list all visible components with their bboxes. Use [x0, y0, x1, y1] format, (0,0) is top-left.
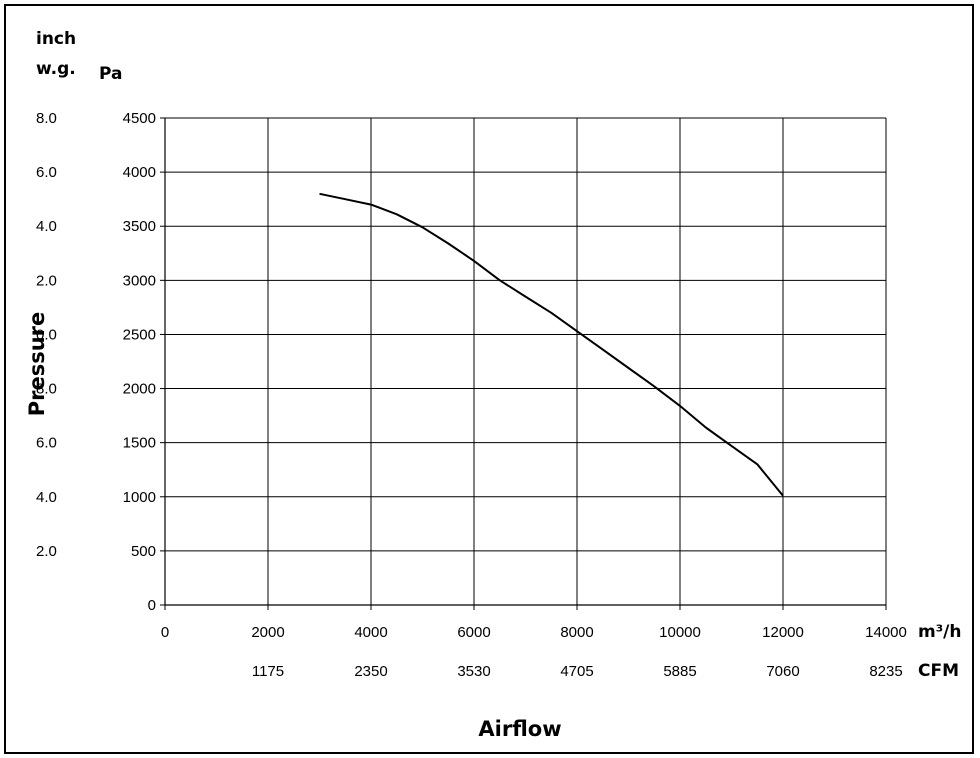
x-tick-label: 4000 — [354, 624, 387, 641]
y-tick-label: 1500 — [123, 435, 156, 452]
fan-curve-line — [319, 192, 784, 497]
secondary-y-tick-label: 0.0 — [36, 326, 57, 343]
cfm-tick-label: 1175 — [252, 663, 284, 680]
cfm-tick-label: 2350 — [354, 663, 387, 680]
cfm-tick-label: 4705 — [560, 663, 593, 680]
cfm-tick-label: 8235 — [869, 663, 902, 680]
x-tick-label: 6000 — [457, 624, 490, 641]
cfm-tick-label: 3530 — [457, 663, 490, 680]
y-tick-label: 0 — [148, 597, 156, 614]
secondary-y-tick-label: 4.0 — [36, 218, 57, 235]
secondary-y-unit-line1: inch — [36, 29, 76, 49]
x-unit-secondary: CFM — [918, 661, 959, 681]
secondary-y-tick-label: 2.0 — [36, 543, 57, 560]
secondary-y-tick-label: 8.0 — [36, 110, 57, 127]
secondary-y-tick-label: 6.0 — [36, 435, 57, 452]
y-tick-label: 2500 — [123, 326, 156, 343]
x-axis-title: Airflow — [478, 717, 561, 741]
pressure-airflow-chart: 0 500 1000 1500 2000 2500 3000 3500 4000 4500 2.0 4… — [25, 29, 961, 741]
secondary-y-tick-label: 8.0 — [36, 381, 57, 398]
secondary-y-tick-label: 6.0 — [36, 164, 57, 181]
y-tick-label: 2000 — [123, 381, 156, 398]
x-tick-label: 0 — [161, 624, 169, 641]
x-tick-label: 10000 — [659, 624, 701, 641]
x-unit-primary: m³/h — [918, 622, 961, 642]
secondary-y-unit-line2: w.g. — [36, 59, 76, 79]
x-tick-label: 2000 — [251, 624, 284, 641]
primary-y-unit: Pa — [99, 64, 122, 84]
x-tick-label: 12000 — [762, 624, 804, 641]
y-tick-label: 4500 — [123, 110, 156, 127]
y-tick-label: 3000 — [123, 272, 156, 289]
y-axis-title: Pressure — [25, 312, 49, 417]
chart-frame: 0 500 1000 1500 2000 2500 3000 3500 4000 4500 2.0 4… — [4, 4, 974, 754]
x-tick-label: 14000 — [865, 624, 907, 641]
cfm-tick-label: 5885 — [663, 663, 696, 680]
y-tick-label: 3500 — [123, 218, 156, 235]
y-tick-label: 4000 — [123, 164, 156, 181]
secondary-y-tick-label: 2.0 — [36, 272, 57, 289]
secondary-y-tick-label: 4.0 — [36, 489, 57, 506]
x-tick-label: 8000 — [560, 624, 593, 641]
y-tick-label: 1000 — [123, 489, 156, 506]
y-tick-label: 500 — [131, 543, 156, 560]
cfm-tick-label: 7060 — [766, 663, 799, 680]
